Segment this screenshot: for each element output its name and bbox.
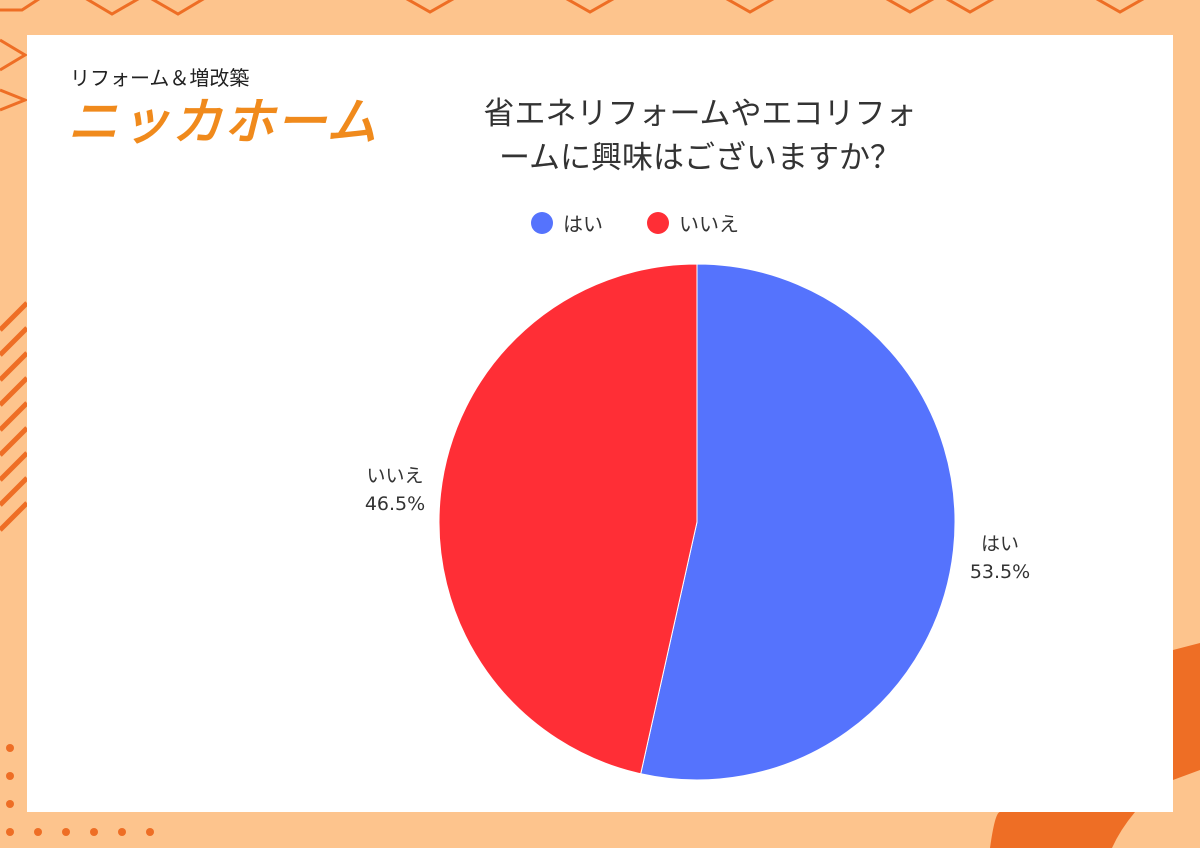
legend-label-yes: はい — [563, 212, 603, 236]
data-label-yes-value: 53.5% — [969, 561, 1031, 583]
pie-slice-yes[interactable] — [640, 263, 956, 781]
legend-item-no[interactable]: いいえ — [647, 208, 739, 237]
brand-subtitle: リフォーム＆増改築 — [70, 66, 250, 90]
chart-legend: はい いいえ — [0, 208, 1200, 237]
data-label-no: いいえ 46.5% — [345, 462, 445, 518]
chart-title-line-1: 省エネリフォームやエコリフォ — [483, 96, 917, 132]
data-label-yes: はい 53.5% — [950, 530, 1050, 586]
brand-logo: ニッカホーム — [68, 93, 379, 151]
legend-item-yes[interactable]: はい — [531, 208, 603, 237]
pie-slice-no[interactable] — [438, 263, 698, 775]
legend-swatch-yes — [531, 211, 553, 234]
legend-label-no: いいえ — [679, 212, 739, 236]
legend-swatch-no — [647, 211, 669, 234]
data-label-no-value: 46.5% — [364, 493, 426, 515]
data-label-yes-name: はい — [980, 533, 1019, 555]
data-label-no-name: いいえ — [366, 465, 424, 487]
chart-title: 省エネリフォームやエコリフォ ームに興味はございますか？ — [400, 92, 1000, 180]
chart-title-line-2: ームに興味はございますか？ — [498, 140, 902, 176]
